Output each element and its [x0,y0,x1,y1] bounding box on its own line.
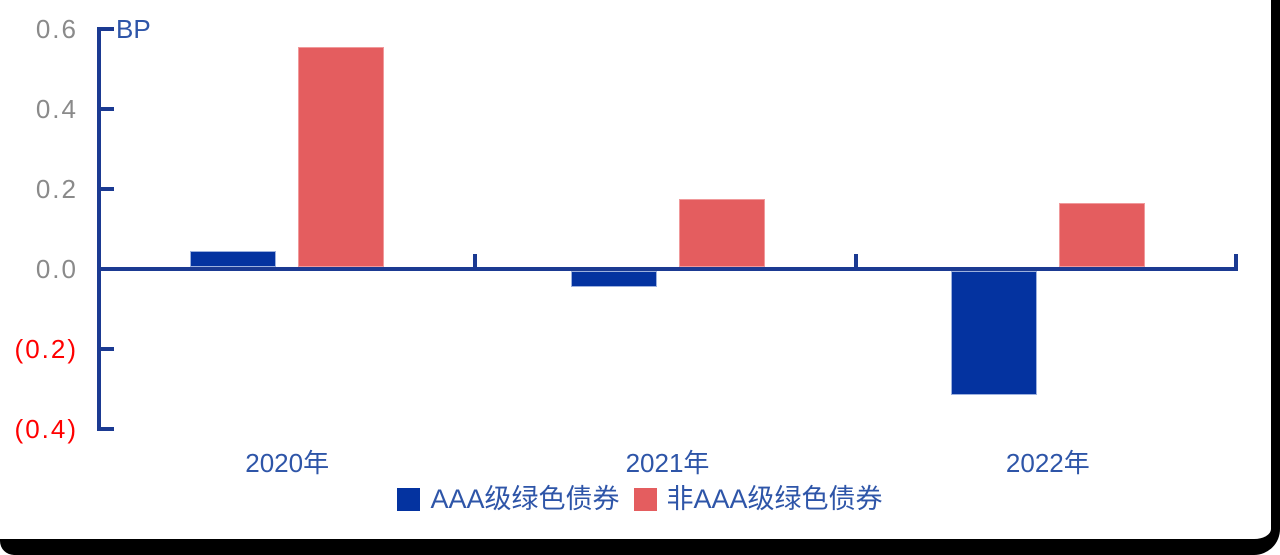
x-axis-boundary-tick [1234,254,1238,271]
legend-item-non-aaa: 非AAA级绿色债券 [633,484,883,514]
bar-aaa-2022 [950,271,1037,395]
chart-legend: AAA级绿色债券 非AAA级绿色债券 [0,486,1280,513]
bar-non-aaa-2022 [1058,203,1145,267]
x-axis-category-label: 2021年 [625,448,710,478]
y-axis-line [97,27,101,431]
y-axis-tick [101,427,114,431]
y-axis-tick-label: (0.2) [14,334,78,364]
legend-swatch-icon [397,488,421,511]
legend-swatch-icon [633,488,657,511]
y-axis-tick-label: 0.2 [35,174,78,204]
legend-item-aaa: AAA级绿色债券 [397,484,620,514]
y-axis-tick [101,187,114,191]
bar-non-aaa-2021 [678,199,765,267]
bar-aaa-2020 [190,251,277,267]
y-axis-tick-label: 0.6 [35,14,78,44]
x-axis-category-label: 2022年 [1005,448,1090,478]
x-axis-boundary-tick [473,254,478,271]
legend-label: 非AAA级绿色债券 [666,484,883,514]
y-axis-unit-label: BP [116,14,151,44]
x-axis-category-label: 2020年 [245,448,330,478]
y-axis-tick [101,107,114,111]
bar-aaa-2021 [570,271,657,287]
y-axis-tick-label: 0.4 [35,94,78,124]
x-axis-zero-line [97,267,1238,271]
legend-label: AAA级绿色债券 [430,484,620,514]
y-axis-tick-label: (0.4) [14,414,78,444]
y-axis-tick [101,347,114,351]
bar-non-aaa-2020 [298,47,385,267]
y-axis-tick [101,27,114,31]
x-axis-boundary-tick [853,254,858,271]
y-axis-tick-label: 0.0 [35,254,78,284]
